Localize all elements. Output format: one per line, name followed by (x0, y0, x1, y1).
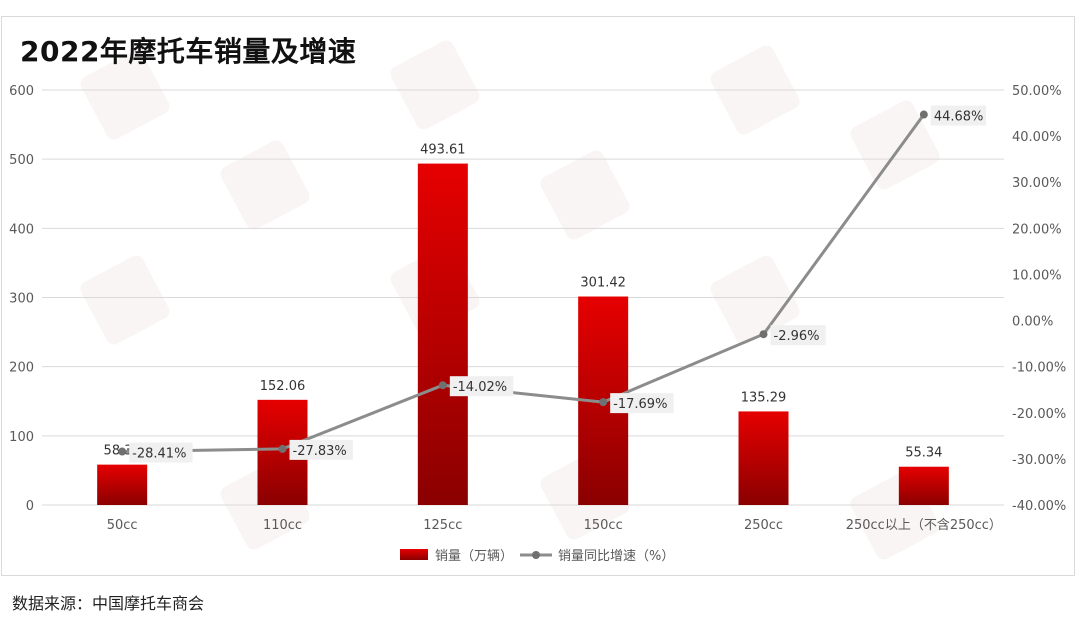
growth-point (118, 447, 127, 456)
y-left-tick-label: 200 (9, 361, 34, 376)
growth-point (278, 444, 287, 453)
bar (97, 464, 148, 505)
axes: 0 100 200 300 400 500 600 -40.00% -30.00% -20.00%… (9, 84, 1066, 533)
legend-line-marker (532, 551, 540, 559)
y-right-tick-label: -20.00% (1012, 407, 1066, 422)
bar-data-label: 135.29 (741, 390, 787, 405)
y-left-tick-label: 0 (26, 499, 34, 514)
chart-title: 2022年摩托车销量及增速 (20, 35, 357, 68)
y-left-tick-label: 600 (9, 84, 34, 99)
x-tick-label: 110cc (263, 518, 302, 533)
growth-label-bg (610, 393, 674, 414)
bar (738, 411, 789, 505)
growth-point (438, 381, 447, 390)
growth-label-bg (289, 439, 353, 460)
x-tick-label: 50cc (107, 518, 138, 533)
chart-card (1, 16, 1075, 576)
y-left-tick-label: 500 (9, 153, 34, 168)
legend-bar-label: 销量（万辆） (435, 549, 513, 564)
y-right-tick-label: -10.00% (1012, 361, 1066, 376)
growth-label-bg (129, 442, 193, 463)
y-right-tick-label: 30.00% (1012, 176, 1062, 191)
growth-data-label: -28.41% (132, 447, 186, 462)
y-right-tick-label: 20.00% (1012, 222, 1062, 237)
bar (417, 163, 468, 505)
growth-data-label: -2.96% (774, 329, 820, 344)
growth-label-bg (770, 325, 826, 346)
legend-bar-swatch (400, 549, 428, 560)
y-right-tick-label: -40.00% (1012, 499, 1066, 514)
x-tick-label: 250cc以上（不含250cc） (846, 517, 1002, 533)
chart-svg: 0 100 200 300 400 500 600 -40.00% -30.00% -20.00%… (9, 84, 1066, 564)
growth-data-label: 44.68% (934, 110, 984, 125)
x-tick-label: 150cc (584, 518, 623, 533)
bar (898, 466, 949, 505)
y-right-tick-label: 0.00% (1012, 315, 1053, 330)
growth-data-label: -27.83% (293, 444, 347, 459)
bar-data-label: 55.34 (905, 446, 942, 461)
x-tick-label: 250cc (744, 518, 783, 533)
y-right-tick-label: 10.00% (1012, 268, 1062, 283)
grid-lines (42, 89, 1004, 506)
y-left-tick-label: 400 (9, 222, 34, 237)
bar-data-label: 493.61 (420, 143, 466, 158)
y-right-tick-label: 40.00% (1012, 130, 1062, 145)
growth-data-label: -14.02% (453, 380, 507, 395)
y-right-tick-label: -30.00% (1012, 453, 1066, 468)
line-series: -28.41% -27.83% -14.02% -17.69% -2.96% 44.68% (118, 105, 987, 463)
growth-label-bg (930, 105, 987, 126)
legend: 销量（万辆） 销量同比增速（%） (400, 549, 674, 564)
growth-point (759, 330, 768, 339)
growth-line (122, 113, 926, 454)
y-right-tick-label: 50.00% (1012, 84, 1062, 99)
y-left-tick-label: 100 (9, 430, 34, 445)
bar-data-label: 301.42 (580, 276, 626, 291)
legend-line-label: 销量同比增速（%） (558, 549, 674, 564)
growth-data-label: -17.69% (613, 397, 667, 412)
x-tick-label: 125cc (423, 518, 462, 533)
growth-label-bg (449, 376, 514, 397)
growth-point (599, 398, 608, 407)
growth-point (919, 110, 928, 119)
bar-data-label: 152.06 (260, 379, 306, 394)
data-source-note: 数据来源：中国摩托车商会 (12, 594, 205, 613)
y-left-tick-label: 300 (9, 292, 34, 307)
